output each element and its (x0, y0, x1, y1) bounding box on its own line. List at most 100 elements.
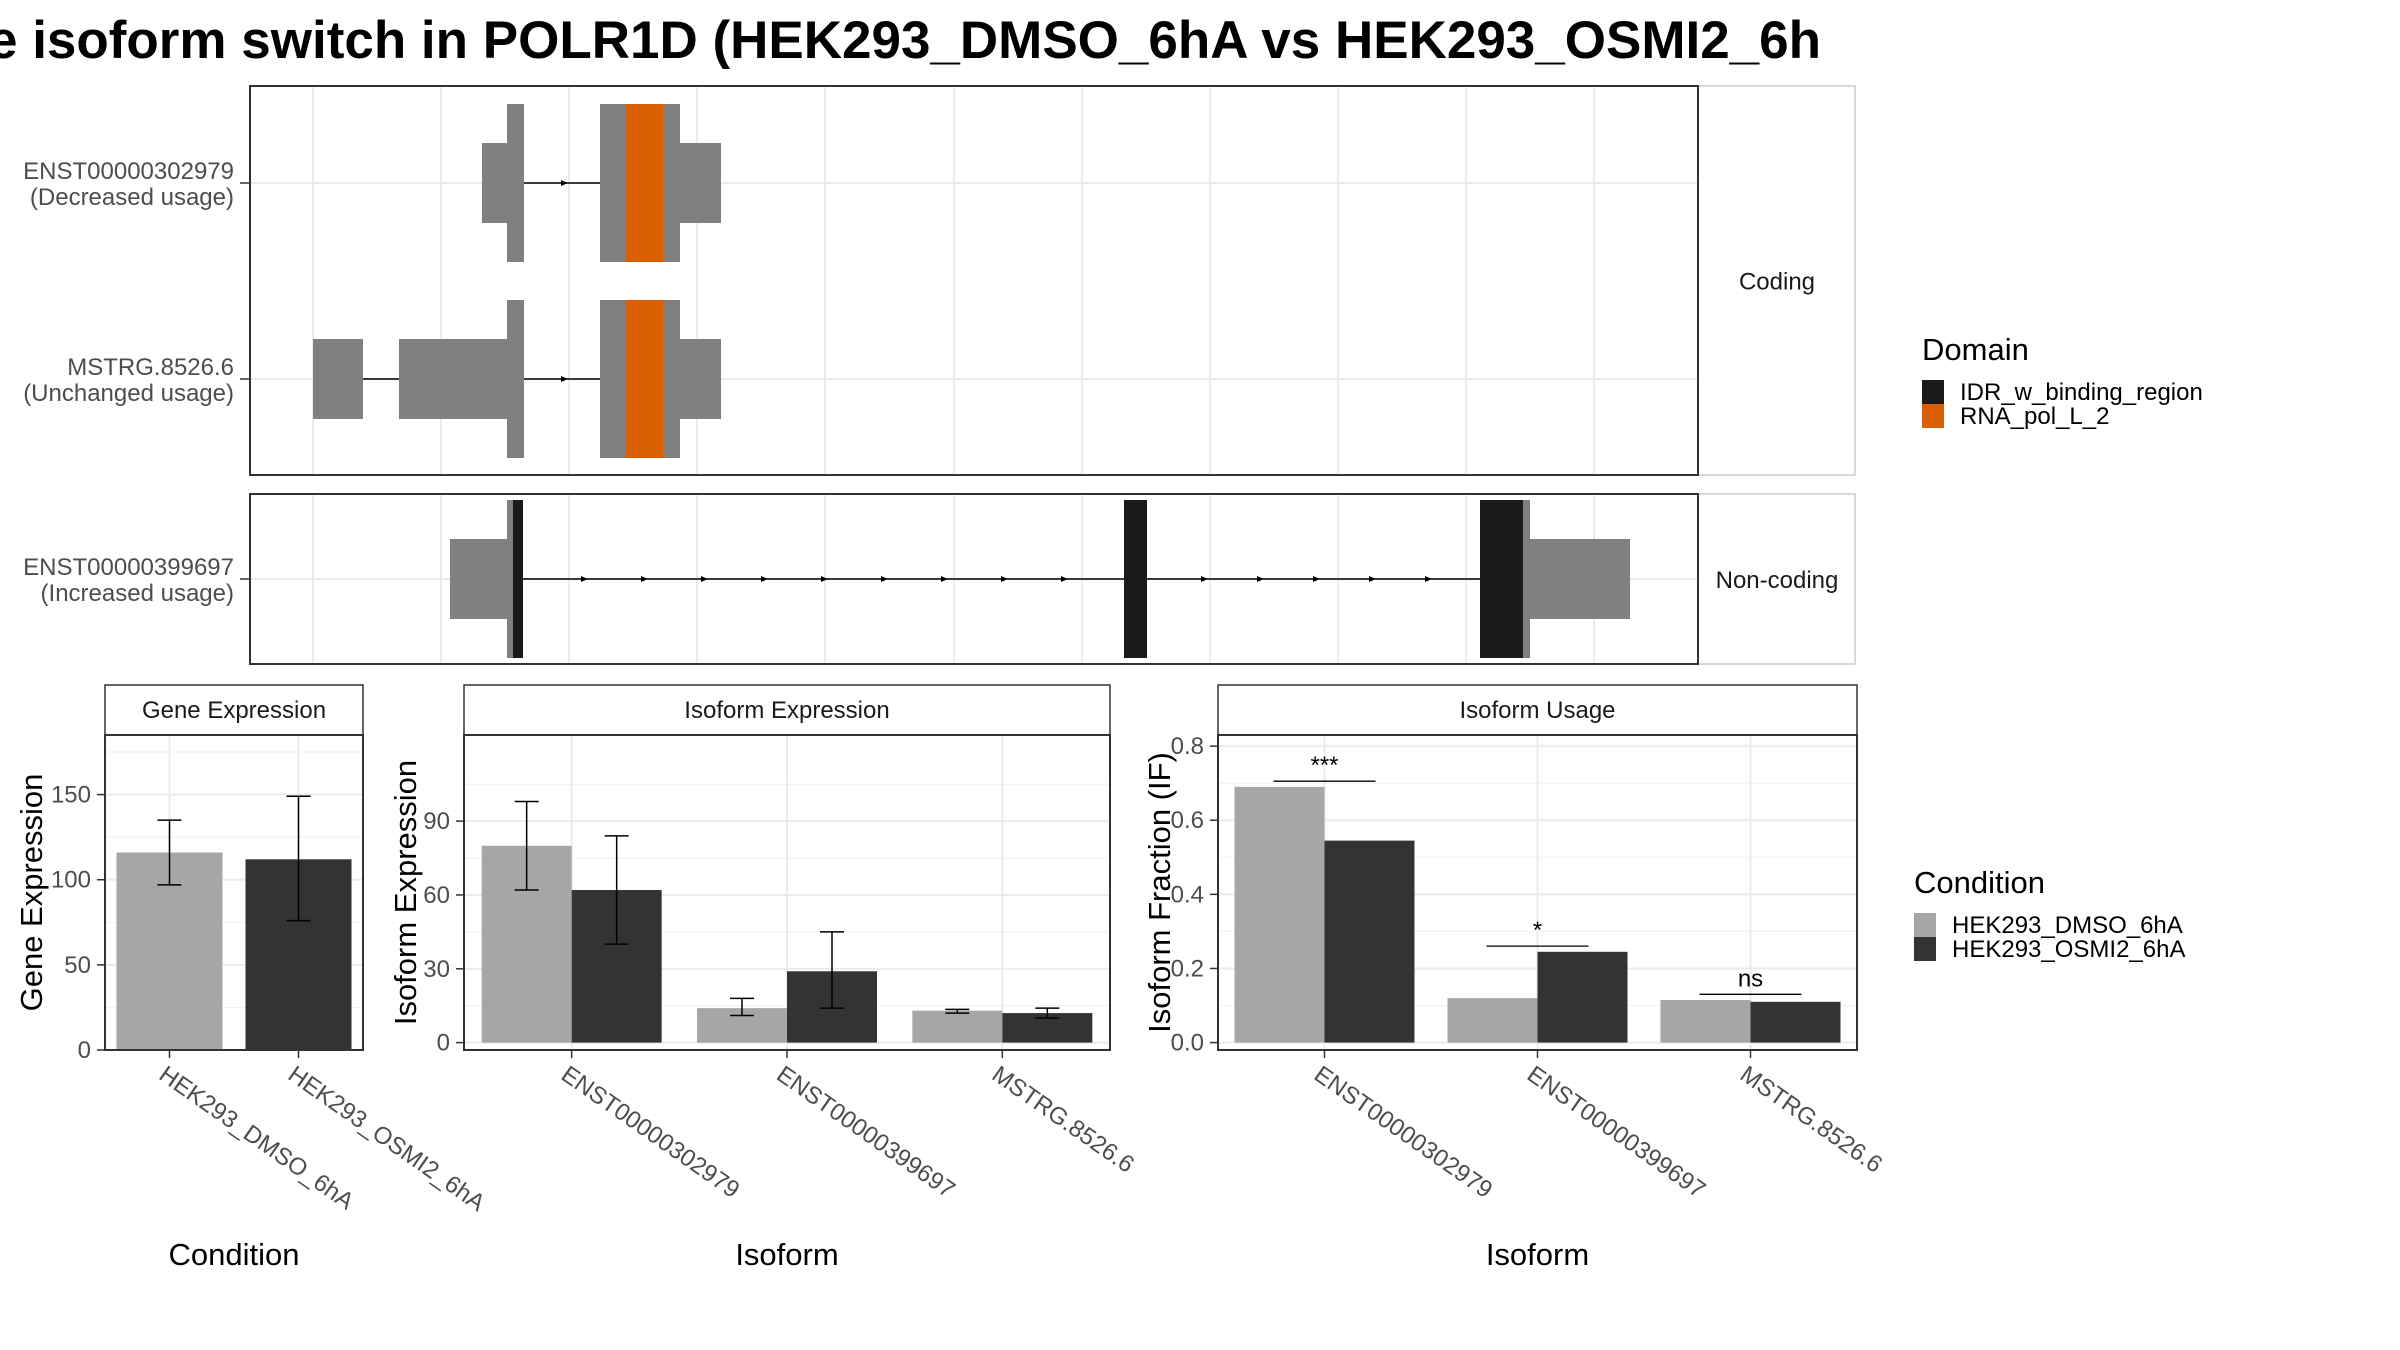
exon-block (507, 300, 524, 458)
bar (1660, 999, 1751, 1043)
intron-arrow (1425, 576, 1432, 582)
track-label-usage: (Decreased usage) (30, 184, 234, 211)
exon-block (600, 300, 625, 458)
bar (1447, 998, 1538, 1043)
condition-legend-label-osmi: HEK293_OSMI2_6hA (1952, 936, 2185, 963)
track-label-usage: (Increased usage) (41, 580, 234, 607)
bar (1324, 840, 1415, 1043)
track-label-id: ENST00000399697 (23, 554, 234, 581)
domain-idr-w-binding-region (1480, 500, 1523, 658)
exon-block (1530, 539, 1630, 619)
track-label-id: ENST00000302979 (23, 158, 234, 185)
bar (1234, 786, 1325, 1043)
y-tick-label: 0 (78, 1037, 91, 1064)
intron-arrow (1313, 576, 1320, 582)
intron-arrow (561, 376, 568, 382)
domain-rna-pol-l-2 (625, 300, 663, 458)
condition-legend-title: Condition (1914, 865, 2045, 900)
x-axis-label: Isoform (1486, 1237, 1589, 1272)
y-tick-label: 0.2 (1171, 955, 1204, 982)
exon-block (1523, 500, 1530, 658)
intron-arrow (1257, 576, 1264, 582)
y-tick-label: 0.6 (1171, 807, 1204, 834)
bar-chart-isoform-expression: Isoform Expression 0 30 60 90 ENST00000302979… (388, 684, 1139, 1272)
y-tick-label: 90 (423, 808, 450, 835)
y-tick-label: 150 (51, 782, 91, 809)
condition-legend-swatch-osmi (1914, 937, 1936, 961)
chart-title: Gene Expression (142, 697, 326, 724)
y-tick-label: 0.0 (1171, 1030, 1204, 1057)
y-tick-label: 30 (423, 956, 450, 983)
transcript-facet-coding: Coding ENST00000302979(Decreased usage) MS… (23, 85, 1856, 476)
plot-border (104, 734, 364, 1051)
x-tick-label: ENST00000399697 (772, 1061, 960, 1204)
domain-idr-w-binding-region (1124, 500, 1147, 658)
exon-block (313, 339, 363, 419)
intron-arrow (701, 576, 708, 582)
intron-arrow (761, 576, 768, 582)
domain-legend: Domain IDR_w_binding_region RNA_pol_L_2 (1922, 332, 2203, 430)
bar-charts: Gene Expression050100150HEK293_DMSO_6hAH… (14, 684, 1887, 1272)
facet-strip (104, 684, 364, 736)
significance-label: ns (1738, 965, 1763, 992)
domain-idr-w-binding-region (513, 500, 523, 658)
significance-label: * (1533, 917, 1542, 944)
exon-block (663, 104, 680, 262)
domain-rna-pol-l-2 (625, 104, 663, 262)
exon-block (663, 300, 680, 458)
intron-arrow (1369, 576, 1376, 582)
exon-block (680, 143, 721, 223)
x-axis-label: Condition (169, 1237, 300, 1272)
y-tick-label: 50 (64, 952, 91, 979)
y-tick-label: 0.4 (1171, 881, 1204, 908)
y-tick-label: 0 (437, 1030, 450, 1057)
significance-label: *** (1310, 752, 1338, 779)
bar (912, 1010, 1003, 1043)
facet-border (249, 85, 1699, 476)
y-tick-label: 0.8 (1171, 733, 1204, 760)
x-tick-label: MSTRG.8526.6 (987, 1061, 1139, 1179)
exon-block (600, 104, 625, 262)
plot-border (463, 734, 1111, 1051)
facet-border (249, 493, 1699, 665)
x-tick-label: ENST00000302979 (556, 1061, 744, 1204)
domain-legend-title: Domain (1922, 332, 2029, 367)
chart-title: Isoform Usage (1459, 697, 1615, 724)
intron-arrow (1201, 576, 1208, 582)
facet-strip-label: Coding (1739, 269, 1815, 296)
intron-arrow (821, 576, 828, 582)
intron-arrow (1001, 576, 1008, 582)
exon-block (450, 539, 507, 619)
x-tick-label: ENST00000302979 (1309, 1061, 1497, 1204)
exon-block (680, 339, 721, 419)
exon-block (482, 143, 507, 223)
intron-arrow (1061, 576, 1068, 582)
facet-strip (1697, 493, 1856, 665)
exon-block (507, 500, 513, 658)
condition-legend-label-dmso: HEK293_DMSO_6hA (1952, 912, 2183, 939)
bar (1537, 951, 1628, 1043)
intron-arrow (641, 576, 648, 582)
y-axis-label: Isoform Fraction (IF) (1142, 752, 1177, 1033)
intron-arrow (881, 576, 888, 582)
exon-block (399, 339, 507, 419)
bar (1750, 1001, 1841, 1043)
y-tick-label: 100 (51, 867, 91, 894)
condition-legend: Condition HEK293_DMSO_6hA HEK293_OSMI2_6… (1914, 865, 2185, 963)
x-axis-label: Isoform (735, 1237, 838, 1272)
exon-block (507, 104, 524, 262)
intron-arrow (561, 180, 568, 186)
y-axis-label: Isoform Expression (388, 760, 423, 1025)
domain-legend-swatch-idr (1922, 380, 1944, 404)
facet-strip (463, 684, 1111, 736)
domain-legend-swatch-rna (1922, 404, 1944, 428)
facet-strip-label: Non-coding (1716, 567, 1839, 594)
chart-title: Isoform Expression (684, 697, 889, 724)
transcript-structure-panel: Coding ENST00000302979(Decreased usage) MS… (23, 85, 1856, 665)
track-label-id: MSTRG.8526.6 (67, 354, 234, 381)
intron-arrow (941, 576, 948, 582)
condition-legend-swatch-dmso (1914, 913, 1936, 937)
domain-legend-label-rna: RNA_pol_L_2 (1960, 403, 2109, 430)
